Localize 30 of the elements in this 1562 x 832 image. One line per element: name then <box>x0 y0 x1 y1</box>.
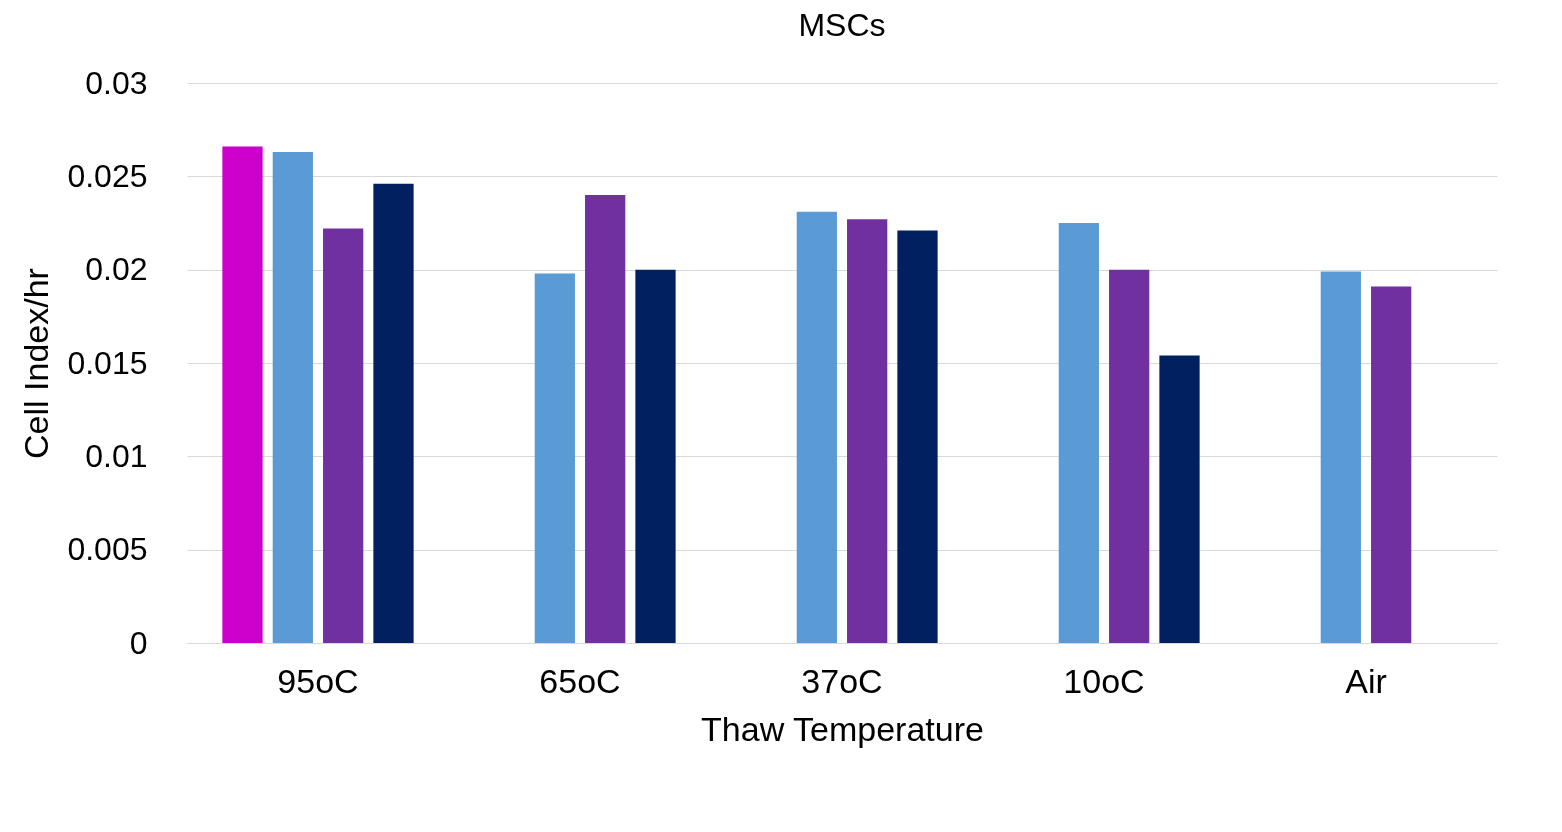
bar <box>847 219 888 643</box>
y-tick-label: 0 <box>129 624 148 661</box>
bar <box>323 228 364 643</box>
y-tick-label: 0.01 <box>85 437 148 474</box>
y-tick-label: 0.03 <box>85 64 148 101</box>
x-tick-label: 65oC <box>539 661 621 700</box>
bar <box>1320 271 1361 643</box>
bar <box>585 195 626 643</box>
bar <box>1109 269 1150 643</box>
chart-title: MSCs <box>798 7 886 43</box>
bar <box>373 183 414 643</box>
x-tick-label: 95oC <box>277 661 359 700</box>
bar <box>1058 223 1099 643</box>
y-axis-title: Cell Index/hr <box>17 268 56 459</box>
y-tick-label: 0.02 <box>85 251 148 288</box>
x-tick-label: 10oC <box>1063 661 1145 700</box>
bar <box>1159 355 1200 643</box>
bar <box>1371 286 1412 643</box>
bar <box>897 230 938 643</box>
bar <box>222 146 263 643</box>
bar <box>534 273 575 643</box>
x-tick-label: Air <box>1345 661 1387 700</box>
y-tick-label: 0.005 <box>67 531 148 568</box>
x-tick-label: 37oC <box>801 661 883 700</box>
y-tick-label: 0.015 <box>67 344 148 381</box>
bar <box>635 269 676 643</box>
bar <box>272 152 313 643</box>
x-axis-title: Thaw Temperature <box>701 709 984 748</box>
y-tick-label: 0.025 <box>67 157 148 194</box>
bar <box>796 211 837 643</box>
